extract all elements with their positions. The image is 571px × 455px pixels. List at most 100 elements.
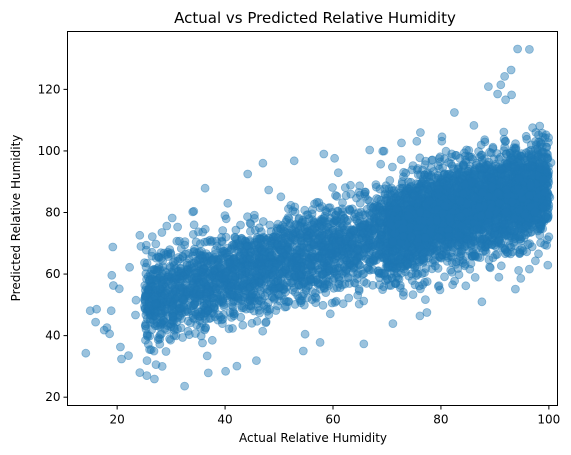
- scatter-point: [403, 177, 413, 187]
- scatter-point: [466, 259, 476, 269]
- scatter-point: [423, 212, 433, 222]
- scatter-point: [499, 127, 509, 137]
- scatter-point: [228, 254, 238, 264]
- scatter-point: [442, 200, 452, 210]
- scatter-point: [333, 258, 343, 268]
- scatter-point: [527, 186, 537, 196]
- scatter-point: [398, 287, 408, 297]
- scatter-point: [481, 247, 491, 257]
- scatter-point: [472, 192, 482, 202]
- scatter-point: [269, 232, 279, 242]
- scatter-point: [271, 241, 281, 251]
- scatter-point: [453, 203, 463, 213]
- scatter-point: [178, 251, 188, 261]
- scatter-point: [313, 241, 323, 250]
- scatter-point: [492, 250, 502, 259]
- scatter-point: [389, 227, 399, 237]
- scatter-point: [474, 208, 483, 218]
- scatter-point: [511, 167, 520, 177]
- scatter-point: [460, 208, 470, 217]
- scatter-point: [264, 185, 274, 195]
- scatter-point: [232, 256, 242, 266]
- scatter-point: [313, 278, 323, 288]
- scatter-point: [510, 207, 520, 217]
- scatter-point: [240, 240, 250, 250]
- scatter-point: [398, 224, 408, 234]
- scatter-point: [156, 285, 166, 294]
- scatter-point: [245, 291, 255, 301]
- scatter-point: [531, 185, 541, 195]
- scatter-point: [333, 207, 343, 216]
- scatter-point: [457, 229, 467, 239]
- scatter-point: [354, 227, 364, 237]
- scatter-point: [522, 181, 532, 190]
- scatter-point: [475, 253, 485, 263]
- scatter-point: [428, 240, 438, 249]
- point-group: [81, 44, 556, 391]
- scatter-point: [539, 166, 548, 176]
- scatter-point: [182, 291, 192, 301]
- scatter-point: [482, 208, 492, 218]
- scatter-point: [186, 265, 195, 275]
- scatter-point: [245, 246, 255, 256]
- scatter-point: [394, 224, 404, 234]
- scatter-point: [305, 273, 315, 283]
- scatter-point: [408, 216, 418, 226]
- scatter-point: [428, 196, 438, 206]
- scatter-point: [161, 299, 171, 309]
- scatter-point: [288, 248, 298, 258]
- scatter-point: [243, 269, 253, 278]
- scatter-point: [522, 247, 532, 257]
- scatter-point: [325, 249, 334, 259]
- scatter-point: [434, 233, 444, 243]
- scatter-point: [393, 236, 403, 246]
- scatter-point: [509, 209, 518, 219]
- scatter-point: [142, 356, 152, 366]
- scatter-point: [279, 229, 289, 238]
- scatter-point: [540, 178, 550, 188]
- scatter-point: [488, 184, 498, 194]
- scatter-point: [465, 169, 475, 179]
- scatter-point: [328, 183, 337, 192]
- scatter-point: [443, 206, 453, 216]
- scatter-point: [402, 239, 412, 249]
- scatter-point: [398, 239, 408, 249]
- scatter-point: [176, 266, 186, 276]
- scatter-point: [410, 203, 420, 213]
- scatter-point: [530, 175, 539, 185]
- scatter-point: [447, 215, 457, 225]
- scatter-point: [429, 211, 438, 220]
- scatter-point: [370, 201, 380, 211]
- scatter-point: [145, 331, 155, 341]
- scatter-point: [454, 162, 464, 172]
- scatter-point: [535, 197, 545, 207]
- scatter-point: [481, 180, 490, 190]
- scatter-point: [238, 320, 248, 330]
- scatter-point: [192, 287, 202, 297]
- scatter-point: [184, 254, 194, 264]
- scatter-point: [544, 167, 554, 177]
- scatter-point: [490, 223, 500, 233]
- scatter-point: [253, 258, 263, 268]
- scatter-point: [344, 293, 354, 303]
- scatter-point: [290, 202, 300, 212]
- scatter-point: [201, 281, 211, 291]
- scatter-point: [460, 191, 470, 200]
- scatter-point: [281, 263, 290, 273]
- scatter-point: [511, 220, 520, 229]
- scatter-point: [272, 263, 282, 273]
- scatter-point: [419, 209, 429, 219]
- scatter-point: [383, 275, 393, 285]
- scatter-point: [477, 182, 487, 191]
- scatter-point: [532, 215, 542, 225]
- scatter-point: [164, 271, 174, 281]
- scatter-point: [307, 252, 317, 262]
- scatter-point: [187, 274, 197, 283]
- scatter-point: [312, 197, 322, 207]
- scatter-point: [510, 200, 520, 210]
- scatter-point: [530, 193, 540, 203]
- scatter-point: [268, 270, 278, 280]
- scatter-point: [504, 215, 514, 225]
- scatter-point: [527, 179, 537, 189]
- scatter-point: [415, 207, 425, 216]
